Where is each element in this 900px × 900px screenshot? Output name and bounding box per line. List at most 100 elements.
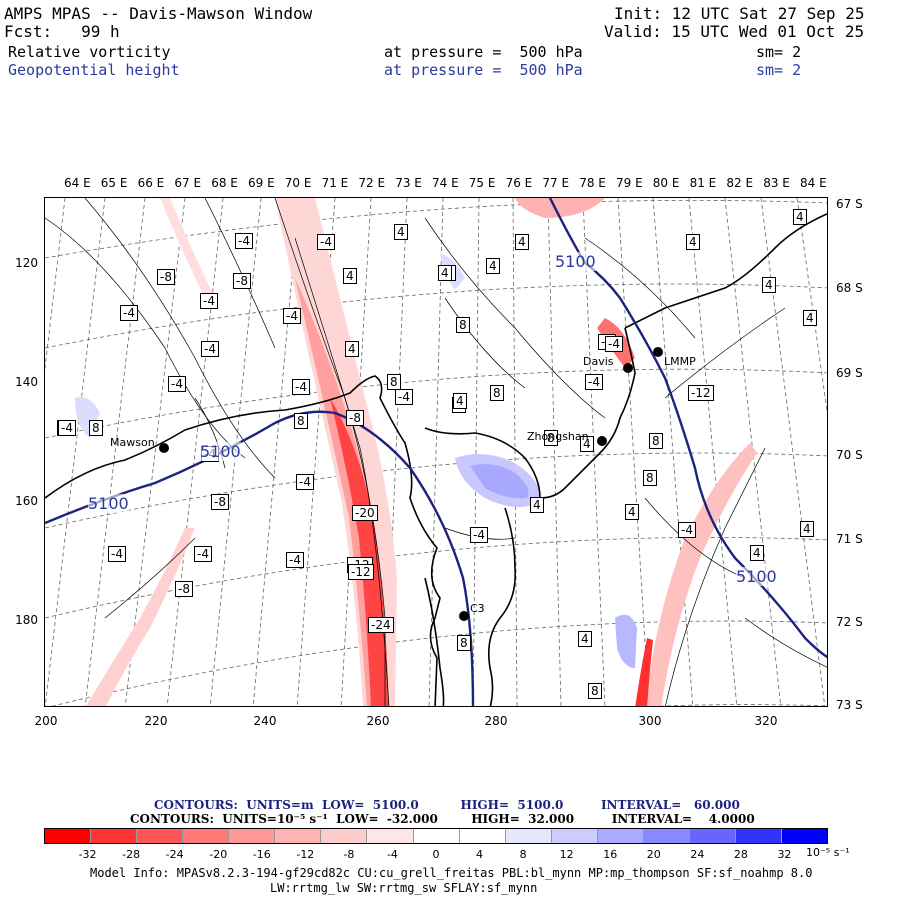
contour-label: -4 [235,233,253,249]
colorbar-tick-label: 24 [690,848,705,861]
longitude-label: 69 E [248,176,275,190]
contour-label: -4 [201,341,219,357]
colorbar-swatch [643,829,690,843]
colorbar-tick-label: 8 [519,848,527,861]
longitude-label: 67 E [174,176,202,190]
contour-label: -4 [286,552,304,568]
colorbar-swatch [551,829,598,843]
longitude-label: 79 E [616,176,643,190]
latitude-label: 70 S [836,448,863,462]
contour-label: 4 [793,209,807,225]
contour-label: 4 [343,268,357,284]
colorbar-tick-label: 28 [733,848,748,861]
grid-y-label: 120 [15,256,38,270]
physics-info: LW:rrtmg_lw SW:rrtmg_sw SFLAY:sf_mynn [270,881,538,895]
colorbar-swatch [689,829,736,843]
contour-label: -4 [58,420,76,436]
colorbar-swatch [275,829,322,843]
contour-label: 4 [345,341,359,357]
contour-label: 8 [544,430,558,446]
contour-label: -4 [200,293,218,309]
model-info: Model Info: MPASv8.2.3-194-gf29cd82c CU:… [90,866,813,880]
latitude-label: 73 S [836,698,863,712]
longitude-label: 83 E [763,176,790,190]
colorbar-tick-label: 12 [559,848,574,861]
contour-label: -4 [108,546,126,562]
grid-x-label: 200 [34,714,58,728]
contour-label: -4 [585,374,603,390]
longitude-label: 74 E [432,176,459,190]
contour-label: 8 [457,635,471,651]
contour-label: -8 [175,581,193,597]
contour-label: -4 [605,336,623,352]
contour-label: 4 [750,545,764,561]
contour-label: -4 [296,474,314,490]
grid-x-label: 300 [638,714,662,728]
grid-y-label: 180 [15,613,38,627]
contour-label: 4 [625,504,639,520]
contour-label: 8 [89,420,103,436]
longitude-label: 84 E [800,176,827,190]
contour-label: -8 [233,273,251,289]
longitude-label: 77 E [542,176,570,190]
longitude-label: 73 E [395,176,422,190]
field2-name: Geopotential height [8,61,180,79]
longitude-label: 66 E [137,176,165,190]
longitude-label: 78 E [579,176,606,190]
contour-label: -4 [317,234,335,250]
contour-label: -4 [120,305,138,321]
height-label: 5100 [555,252,596,271]
colorbar-tick-label: -8 [343,848,355,861]
colorbar-tick-label: -12 [296,848,315,861]
colorbar-tick-label: 32 [777,848,792,861]
height-label: 5100 [736,567,777,586]
colorbar-swatch [137,829,184,843]
colorbar-tick-label: -16 [252,848,271,861]
height-legend: CONTOURS: UNITS=m LOW= 5100.0 HIGH= 5100… [154,798,740,812]
colorbar-units: 10⁻⁵ s⁻¹ [806,846,850,859]
station-davis-label: Davis [583,355,614,368]
field1-name: Relative vorticity [8,43,171,61]
station-c3-label: C3 [470,602,485,615]
station-lmmp-marker [653,347,663,357]
station-davis-marker [623,363,633,373]
colorbar-tick-label: 4 [476,848,484,861]
grid-y-label: 160 [15,494,38,508]
colorbar-tick-label: -20 [209,848,228,861]
parallels [45,199,827,706]
colorbar-swatch [782,829,828,843]
vorticity-legend: CONTOURS: UNITS=10⁻⁵ s⁻¹ LOW= -32.000 HI… [130,812,755,826]
contour-label: 4 [438,265,452,281]
contour-label: 4 [800,521,814,537]
contour-label: -20 [352,505,378,521]
contour-label: 4 [578,631,592,647]
contour-label: 8 [387,374,401,390]
colorbar-swatch [321,829,368,843]
latitude-label: 71 S [836,532,863,546]
field1-smoothing: sm= 2 [756,43,802,61]
contour-label: 8 [294,413,308,429]
longitude-label: 72 E [358,176,386,190]
colorbar-tick-label: 20 [646,848,661,861]
contour-label: -4 [395,389,413,405]
contour-label: -4 [292,379,310,395]
colorbar-swatch [735,829,782,843]
station-zhongshan-marker [597,436,607,446]
contour-label: 8 [643,470,657,486]
height-label: 5100 [200,442,241,461]
colorbar-tick-label: -24 [165,848,184,861]
contour-label: -4 [470,527,488,543]
station-zhongshan-label: Zhongshan [527,430,589,443]
latitude-label: 69 S [836,366,863,380]
field2-smoothing: sm= 2 [756,61,802,79]
contour-label: -4 [168,376,186,392]
longitude-label: 70 E [284,176,312,190]
grid-x-label: 280 [484,714,508,728]
colorbar-swatch [367,829,414,843]
latitude-label: 68 S [836,281,863,295]
contour-label: 8 [456,317,470,333]
contour-label: 8 [588,683,602,699]
vorticity-contours [45,198,827,706]
height-label: 5100 [88,494,129,513]
field1-level: at pressure = 500 hPa [384,43,583,61]
